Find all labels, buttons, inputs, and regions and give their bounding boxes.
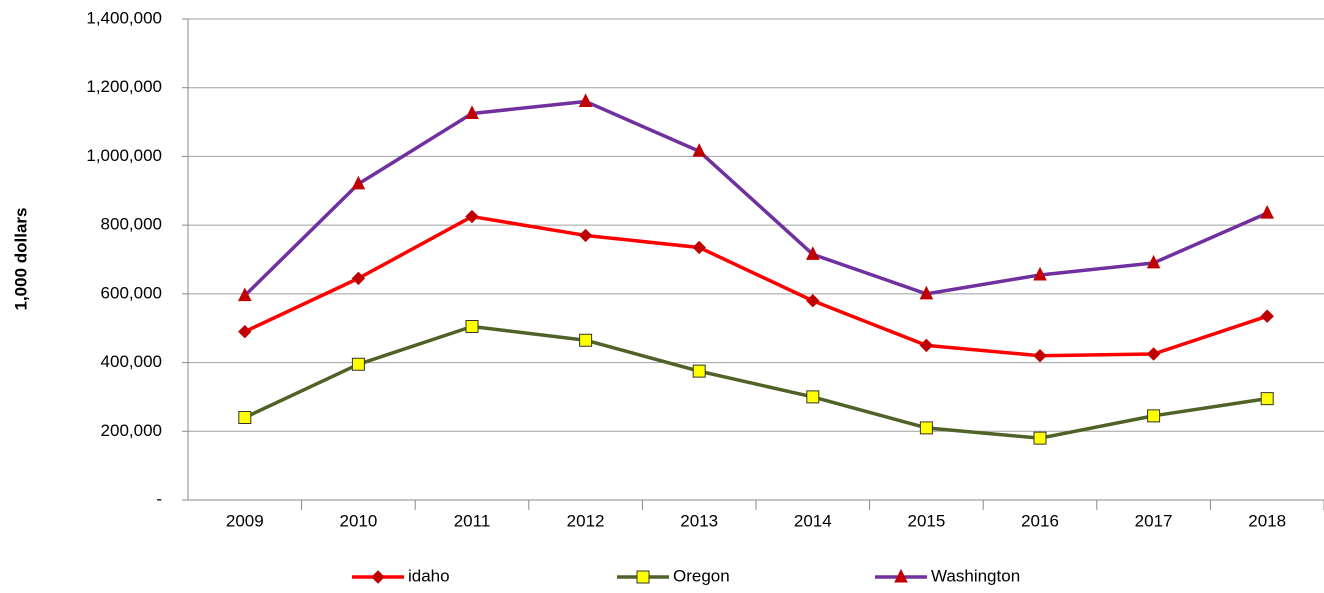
- y-axis-label: 1,000 dollars: [11, 207, 30, 310]
- legend-marker: [636, 570, 650, 584]
- point-marker: [919, 285, 934, 300]
- point-marker: [692, 364, 706, 378]
- x-tick-label: 2015: [907, 511, 945, 530]
- point-marker: [692, 143, 707, 157]
- point-marker: [579, 333, 593, 347]
- x-tick-label: 2014: [794, 511, 832, 530]
- x-tick-label: 2011: [454, 511, 491, 530]
- x-tick-label: 2016: [1021, 511, 1059, 530]
- point-marker: [692, 240, 706, 255]
- x-tick-label: 2012: [567, 511, 605, 530]
- y-tick-label: 200,000: [101, 421, 162, 440]
- point-marker: [351, 175, 366, 190]
- point-marker: [1260, 309, 1274, 323]
- point-marker: [1033, 431, 1047, 445]
- x-tick-label: 2009: [226, 511, 264, 530]
- legend-marker: [371, 570, 385, 584]
- point-marker: [1260, 392, 1274, 406]
- series-line: [243, 99, 1268, 297]
- point-marker: [919, 338, 934, 353]
- point-marker: [1033, 348, 1047, 363]
- x-tick-label: 2010: [339, 511, 377, 530]
- y-tick-label: 600,000: [101, 283, 162, 302]
- y-tick-label: 1,000,000: [86, 146, 162, 165]
- y-tick-label: -: [156, 489, 162, 508]
- point-marker: [1146, 254, 1161, 269]
- point-marker: [1147, 409, 1161, 423]
- point-marker: [919, 421, 933, 435]
- y-tick-label: 1,400,000: [86, 8, 162, 27]
- legend-label: idaho: [408, 566, 450, 585]
- point-marker: [351, 271, 366, 286]
- point-marker: [465, 319, 479, 333]
- x-tick-label: 2013: [680, 511, 718, 530]
- legend-marker: [894, 568, 908, 583]
- y-tick-label: 1,200,000: [86, 77, 162, 96]
- point-marker: [578, 93, 593, 107]
- y-tick-label: 800,000: [101, 215, 162, 234]
- point-marker: [465, 209, 479, 224]
- legend-label: Oregon: [673, 566, 730, 585]
- x-tick-label: 2018: [1248, 511, 1286, 530]
- point-marker: [237, 287, 252, 302]
- point-marker: [805, 246, 820, 260]
- y-tick-label: 400,000: [101, 352, 162, 371]
- point-marker: [806, 390, 820, 404]
- point-marker: [1146, 347, 1161, 361]
- point-marker: [806, 294, 820, 308]
- point-marker: [1260, 204, 1275, 219]
- point-marker: [238, 411, 252, 425]
- series-line: [244, 324, 1268, 440]
- legend-label: Washington: [931, 566, 1020, 585]
- x-tick-label: 2017: [1135, 511, 1173, 530]
- point-marker: [1033, 266, 1047, 281]
- point-marker: [465, 105, 479, 119]
- point-marker: [578, 228, 593, 243]
- point-marker: [351, 357, 365, 371]
- series-line: [244, 214, 1268, 358]
- point-marker: [238, 324, 252, 339]
